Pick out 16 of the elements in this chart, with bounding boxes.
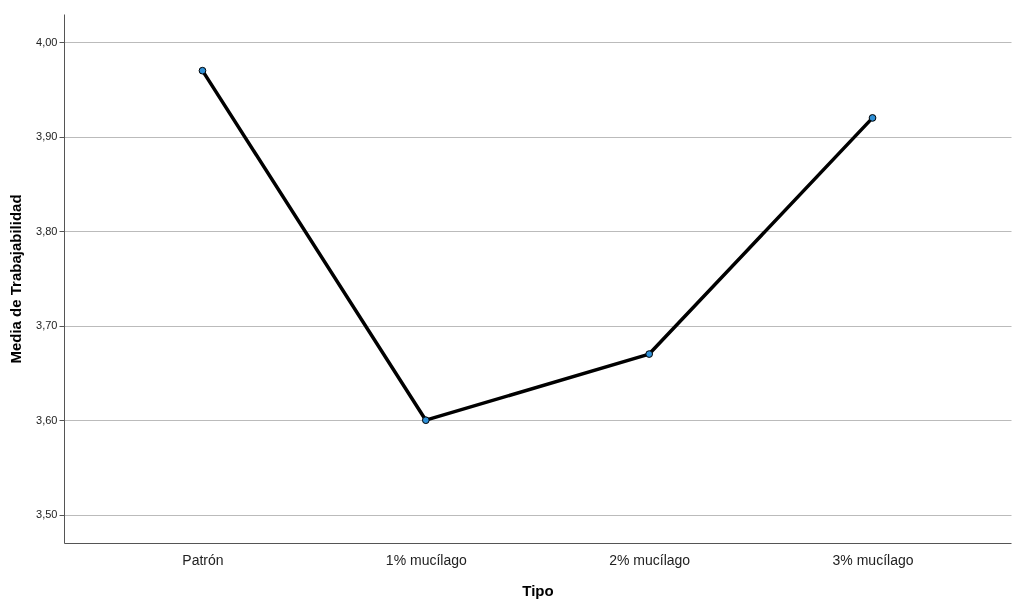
x-tick-label: 1% mucílago	[385, 551, 467, 568]
point	[868, 114, 877, 122]
y-tick-label: 3,50	[36, 508, 58, 521]
x-tick-label: 3% mucílago	[832, 551, 914, 568]
y-tick-label: 4,00	[36, 35, 58, 48]
point	[645, 350, 654, 358]
y-tick-label: 3,70	[36, 319, 58, 332]
point	[421, 416, 430, 425]
y-tick-label: 3,90	[36, 130, 58, 143]
x-tick-label: Patrón	[182, 551, 224, 568]
x-axis-title: Tipo	[522, 581, 554, 599]
y-axis-title: Media de Trabajabilidad	[7, 194, 25, 364]
y-tick-label: 3,80	[36, 224, 58, 237]
y-tick-label: 3,60	[36, 413, 58, 426]
x-tick-label: 2% mucílago	[609, 551, 691, 568]
point	[198, 66, 207, 75]
